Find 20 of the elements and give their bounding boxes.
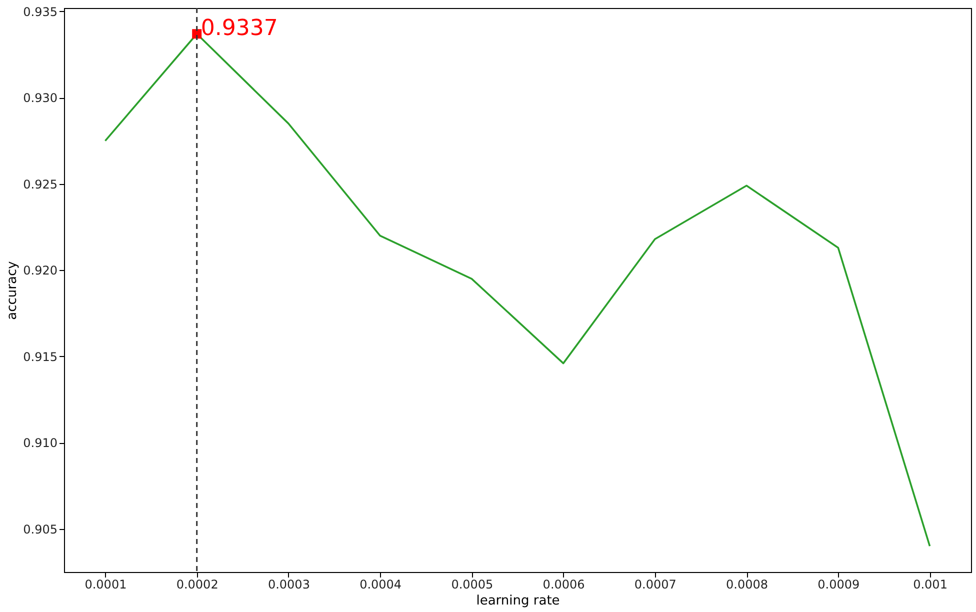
y-tick-label: 0.925 (23, 177, 58, 192)
x-axis-title: learning rate (476, 594, 560, 608)
y-tick-label: 0.920 (23, 264, 58, 278)
x-tick-label: 0.0002 (176, 578, 218, 592)
y-tick-label: 0.930 (23, 91, 58, 106)
x-tick-label: 0.0006 (542, 578, 585, 592)
y-axis-title: accuracy (5, 260, 20, 320)
y-tick-label: 0.910 (23, 436, 58, 450)
x-tick-label: 0.001 (913, 578, 948, 592)
x-tick-label: 0.0005 (451, 578, 494, 592)
x-tick-label: 0.0007 (634, 578, 676, 592)
annotation: 0.9337 (200, 16, 278, 41)
x-tick-label: 0.0008 (726, 578, 768, 592)
x-tick-label: 0.0004 (360, 578, 402, 592)
y-tick-label: 0.915 (23, 350, 58, 364)
y-tick-label: 0.935 (23, 4, 58, 19)
y-tick-label: 0.905 (23, 522, 58, 536)
x-tick-label: 0.0003 (268, 578, 310, 592)
x-tick-label: 0.0001 (84, 578, 127, 592)
x-tick-label: 0.0009 (818, 578, 860, 592)
